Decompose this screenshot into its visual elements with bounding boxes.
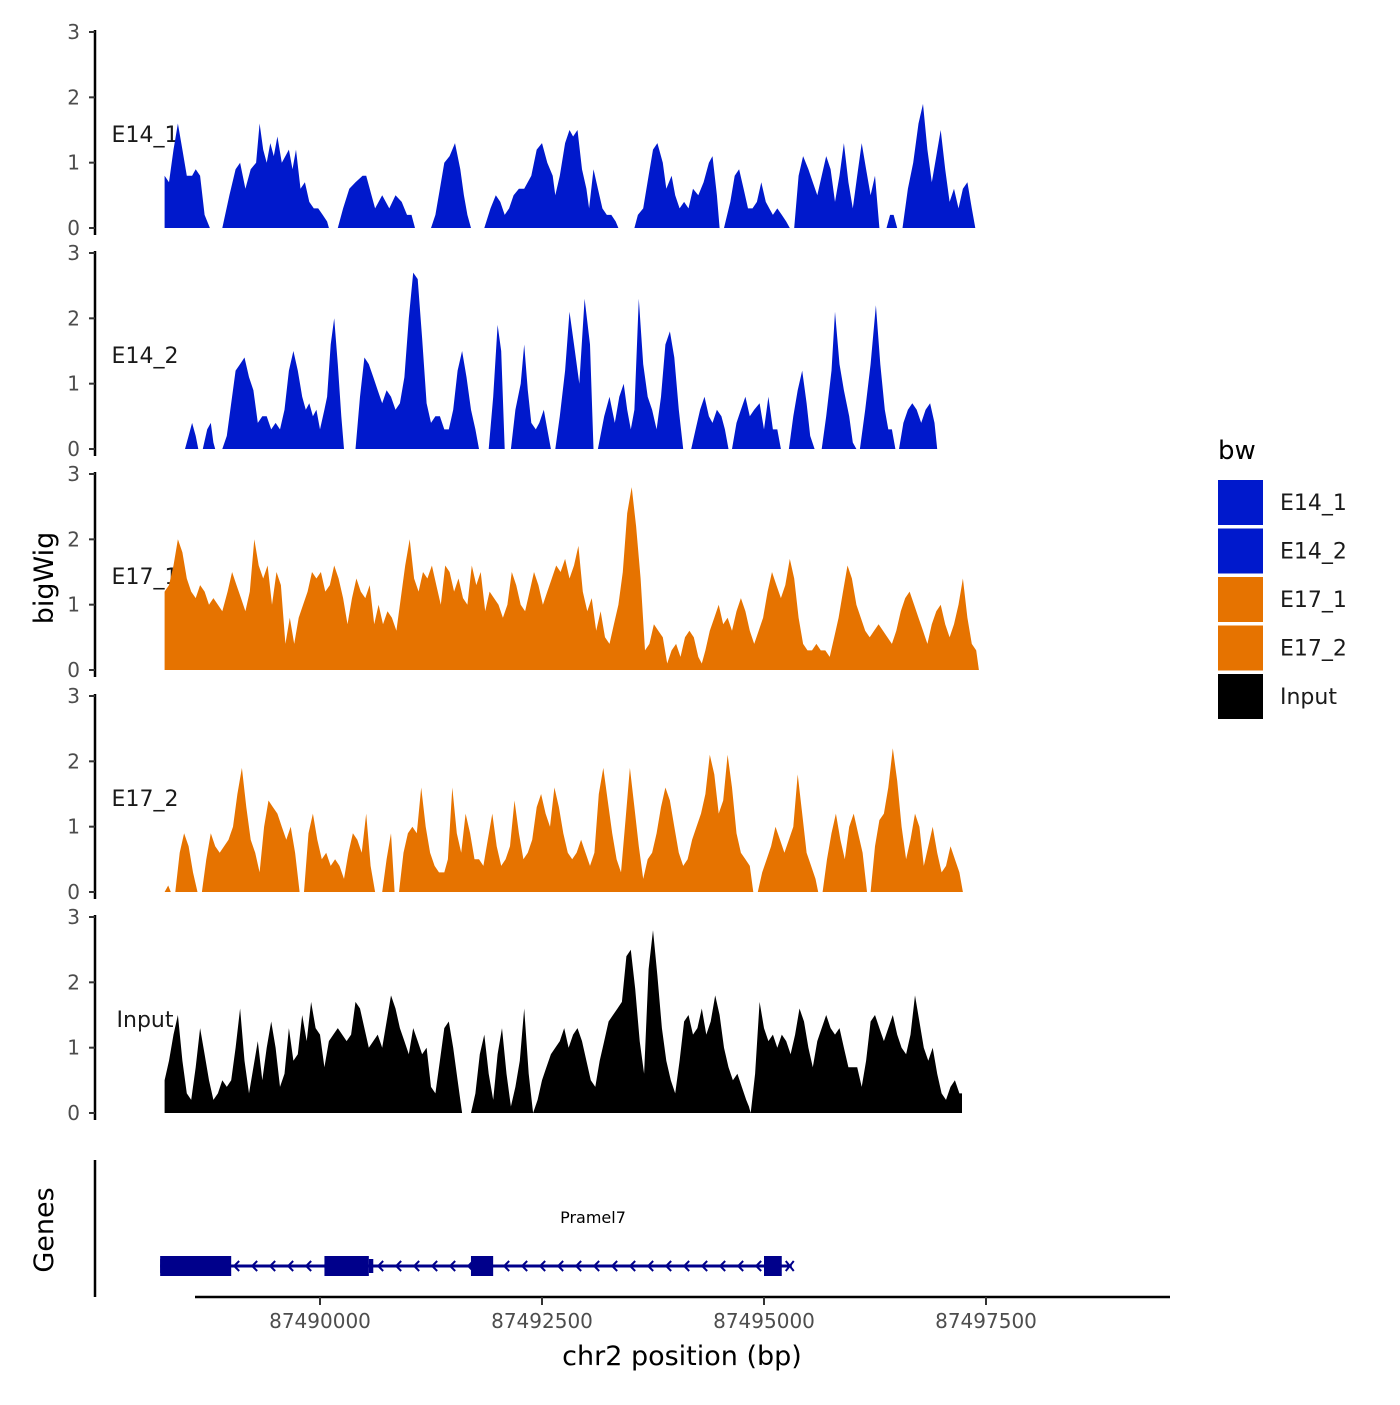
tracks-layer: 0 1 2 3 E14_1 0 1 2 3 E14_2 0 1 2 3 E17_1 0 1 2 3 E17_2 0 1 2 3… xyxy=(67,20,979,1125)
legend-label: E17_2 xyxy=(1280,637,1347,662)
track-label: E14_2 xyxy=(112,344,179,369)
strand-arrow xyxy=(700,1260,708,1272)
legend-swatch xyxy=(1218,528,1263,574)
strand-arrow xyxy=(610,1260,618,1272)
y-tick-label: 2 xyxy=(67,527,80,551)
x-tick-label: 87495000 xyxy=(713,1309,815,1333)
x-tick-label: 87490000 xyxy=(269,1309,371,1333)
strand-arrow xyxy=(556,1260,564,1272)
y-tick-label: 0 xyxy=(67,216,80,240)
track-e17_1: 0 1 2 3 E17_1 xyxy=(67,462,979,682)
strand-arrow xyxy=(286,1260,294,1272)
x-tick-label: 87492500 xyxy=(491,1309,593,1333)
track-label: E14_1 xyxy=(112,123,179,148)
strand-arrow xyxy=(646,1260,654,1272)
strand-arrow xyxy=(250,1260,258,1272)
utr-block xyxy=(368,1259,374,1273)
strand-arrow xyxy=(664,1260,672,1272)
signal-area xyxy=(164,748,963,892)
legend: bw E14_1 E14_2 E17_1 E17_2 Input xyxy=(1218,436,1347,719)
strand-arrow xyxy=(232,1260,240,1272)
y-tick-label: 2 xyxy=(67,970,80,994)
y-tick-label: 2 xyxy=(67,306,80,330)
y-tick-label: 1 xyxy=(67,593,80,617)
legend-title: bw xyxy=(1218,436,1256,466)
track-e14_2: 0 1 2 3 E14_2 xyxy=(67,241,938,461)
signal-area xyxy=(185,272,938,449)
strand-arrow xyxy=(502,1260,510,1272)
legend-label: E14_2 xyxy=(1280,540,1347,565)
legend-label: E17_1 xyxy=(1280,588,1347,613)
y-tick-label: 3 xyxy=(67,905,80,929)
strand-arrow xyxy=(736,1260,744,1272)
track-e14_1: 0 1 2 3 E14_1 xyxy=(67,20,976,240)
y-tick-label: 0 xyxy=(67,437,80,461)
x-axis: 87490000 87492500 87495000 87497500 xyxy=(195,1295,1170,1333)
y-tick-label: 0 xyxy=(67,1101,80,1125)
strand-arrow xyxy=(682,1260,690,1272)
strand-end-mark xyxy=(784,1260,795,1272)
strand-arrow xyxy=(520,1260,528,1272)
x-tick-label: 87497500 xyxy=(935,1309,1037,1333)
strand-arrow xyxy=(538,1260,546,1272)
y-tick-label: 1 xyxy=(67,372,80,396)
y-tick-label: 1 xyxy=(67,151,80,175)
exon-block xyxy=(160,1256,232,1276)
legend-swatch xyxy=(1218,480,1263,525)
strand-arrow xyxy=(304,1260,312,1272)
strand-arrow xyxy=(448,1260,456,1272)
y-tick-label: 2 xyxy=(67,85,80,109)
y-axis-title: bigWig xyxy=(29,532,60,625)
legend-swatch xyxy=(1218,625,1263,671)
signal-area xyxy=(164,930,963,1113)
y-tick-label: 3 xyxy=(67,20,80,44)
signal-area xyxy=(164,103,976,228)
track-label: Input xyxy=(117,1008,174,1033)
x-axis-title: chr2 position (bp) xyxy=(562,1341,802,1372)
track-e17_2: 0 1 2 3 E17_2 xyxy=(67,684,963,904)
strand-arrow xyxy=(718,1260,726,1272)
legend-swatch xyxy=(1218,674,1263,719)
track-input: 0 1 2 3 Input xyxy=(67,905,963,1125)
exon-block xyxy=(324,1256,369,1276)
gene-name-label: Pramel7 xyxy=(560,1208,626,1227)
strand-arrow xyxy=(592,1260,600,1272)
y-tick-label: 0 xyxy=(67,880,80,904)
strand-arrow xyxy=(376,1260,384,1272)
track-label: E17_1 xyxy=(112,565,179,590)
legend-swatch xyxy=(1218,577,1263,622)
track-label: E17_2 xyxy=(112,787,179,812)
genes-panel-title: Genes xyxy=(29,1187,60,1272)
y-tick-label: 3 xyxy=(67,684,80,708)
strand-arrow xyxy=(430,1260,438,1272)
exon-block xyxy=(764,1256,782,1276)
utr-block xyxy=(160,1259,165,1273)
gene-panel: Pramel7 xyxy=(93,1160,795,1297)
strand-arrow xyxy=(412,1260,420,1272)
strand-arrow xyxy=(628,1260,636,1272)
y-tick-label: 3 xyxy=(67,241,80,265)
y-tick-label: 3 xyxy=(67,462,80,486)
exon-block xyxy=(470,1256,494,1276)
signal-area xyxy=(164,487,979,670)
legend-label: Input xyxy=(1280,685,1337,710)
y-tick-label: 1 xyxy=(67,1036,80,1060)
y-tick-label: 1 xyxy=(67,815,80,839)
legend-label: E14_1 xyxy=(1280,491,1347,516)
y-tick-label: 0 xyxy=(67,658,80,682)
strand-arrow xyxy=(574,1260,582,1272)
strand-arrow xyxy=(268,1260,276,1272)
strand-arrow xyxy=(394,1260,402,1272)
strand-arrow xyxy=(754,1260,762,1272)
y-tick-label: 2 xyxy=(67,749,80,773)
